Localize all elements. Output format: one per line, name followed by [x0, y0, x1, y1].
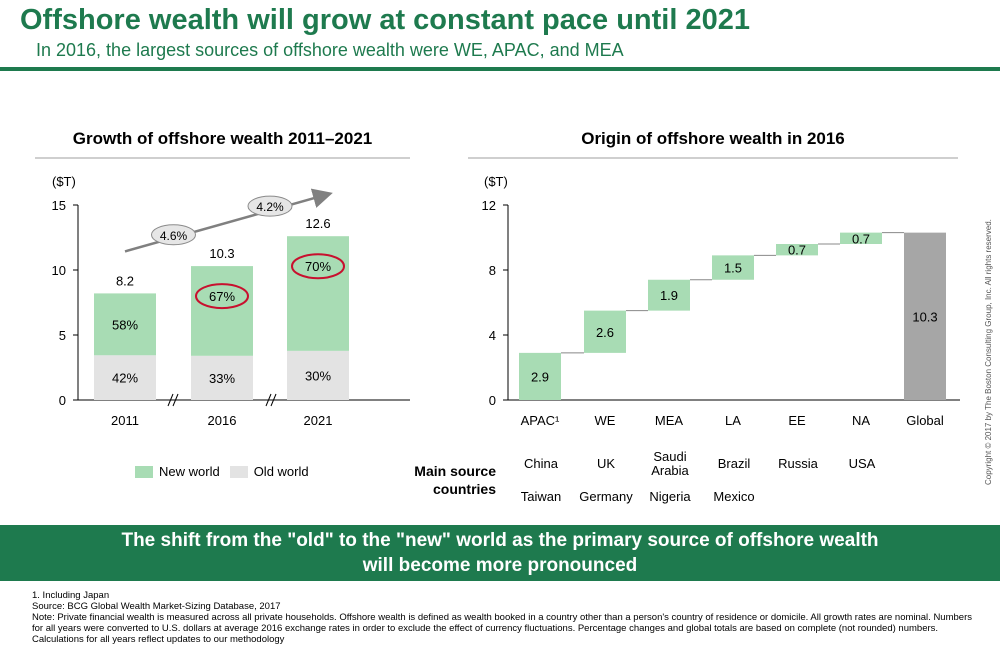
- bar-old-world: [191, 355, 253, 400]
- highlight-circle: [195, 283, 249, 310]
- source-country-nigeria: Nigeria: [649, 489, 691, 504]
- source-country-brazil: Brazil: [717, 456, 751, 471]
- axis-break-mark: [270, 393, 277, 407]
- global-total-bar: [904, 232, 946, 400]
- title-divider: [0, 67, 1000, 71]
- growth-chart: ($T) 0 5 10 15 42% 58% 8.2 2011 33% 67% 10.3 2016 30%…: [52, 174, 410, 428]
- right-y-tick-label: 4: [489, 328, 496, 343]
- region-bar: [840, 232, 882, 244]
- banner-line-1: The shift from the "old" to the "new" wo…: [121, 530, 879, 551]
- legend-label-new-world: New world: [159, 464, 220, 479]
- left-unit-label: ($T): [52, 174, 76, 189]
- left-y-tick-label: 15: [52, 198, 66, 213]
- legend-item-old-world: Old world: [229, 464, 309, 479]
- cagr-label: 4.2%: [256, 200, 284, 214]
- highlight-circle: [291, 253, 345, 280]
- bar-new-world: [94, 293, 156, 356]
- region-bar: [519, 352, 561, 400]
- old-world-share-label: 30%: [305, 368, 331, 383]
- left-chart-title: Growth of offshore wealth 2011–2021: [72, 129, 373, 148]
- new-world-swatch: [135, 465, 153, 478]
- right-y-tick-label: 12: [482, 198, 496, 213]
- region-tick-label: NA: [852, 413, 870, 428]
- bar-value-label: 0.7: [788, 243, 806, 258]
- region-bar: [712, 255, 754, 280]
- new-world-share-label: 70%: [305, 259, 331, 274]
- x-tick-label: 2016: [208, 413, 237, 428]
- bar-value-label: 10.3: [912, 309, 937, 324]
- axis-break-mark: [265, 393, 272, 407]
- banner-line-2: will become more pronounced: [362, 555, 638, 576]
- page-title: Offshore wealth will grow at constant pa…: [20, 4, 750, 36]
- left-y-tick-label: 5: [59, 328, 66, 343]
- x-tick-label: 2021: [304, 413, 333, 428]
- source-country-taiwan: Taiwan: [520, 489, 562, 504]
- page-subtitle: In 2016, the largest sources of offshore…: [36, 40, 624, 60]
- region-tick-label: LA: [725, 413, 741, 428]
- bar-value-label: 1.5: [724, 261, 742, 276]
- left-chart-title-rule: [35, 157, 410, 159]
- main-source-label: Main source countries: [392, 462, 496, 498]
- main-source-label-line1: Main source: [414, 463, 496, 479]
- right-chart-title: Origin of offshore wealth in 2016: [581, 129, 845, 148]
- source-country-uk: UK: [596, 456, 616, 471]
- main-source-label-line2: countries: [432, 481, 496, 497]
- bar-total-label: 8.2: [116, 273, 134, 288]
- bar-total-label: 12.6: [305, 216, 330, 231]
- footnote-note: Note: Private financial wealth is measur…: [32, 612, 972, 645]
- copyright-notice: Copyright © 2017 by The Boston Consultin…: [984, 219, 993, 485]
- source-country-germany: Germany: [579, 489, 633, 504]
- region-tick-label: WE: [595, 413, 616, 428]
- new-world-share-label: 67%: [209, 289, 235, 304]
- x-tick-label: 2011: [111, 413, 139, 428]
- bar-value-label: 2.9: [531, 369, 549, 384]
- cagr-bubble: [151, 224, 196, 246]
- bar-old-world: [94, 355, 156, 400]
- right-y-tick-label: 0: [489, 393, 496, 408]
- bar-new-world: [287, 236, 349, 351]
- region-tick-label: EE: [788, 413, 806, 428]
- bar-value-label: 2.6: [596, 325, 614, 340]
- source-country-saudi-arabia: Saudi Arabia: [651, 449, 689, 478]
- region-bar: [584, 310, 626, 353]
- footnote-source: Source: BCG Global Wealth Market-Sizing …: [32, 601, 281, 612]
- source-country-usa: USA: [848, 456, 876, 471]
- cagr-bubble: [247, 195, 293, 217]
- legend-label-old-world: Old world: [253, 464, 309, 479]
- right-chart-title-rule: [468, 157, 958, 159]
- right-y-tick-label: 8: [489, 263, 496, 278]
- old-world-share-label: 33%: [209, 371, 235, 386]
- right-unit-label: ($T): [484, 174, 508, 189]
- region-tick-label: APAC¹: [521, 413, 560, 428]
- left-y-tick-label: 0: [59, 393, 66, 408]
- source-country-mexico: Mexico: [713, 489, 755, 504]
- left-y-tick-label: 10: [52, 263, 66, 278]
- growth-chart-legend: New world Old world: [135, 464, 309, 479]
- cagr-label: 4.6%: [160, 229, 188, 243]
- axis-break-mark: [167, 393, 174, 407]
- old-world-share-label: 42%: [112, 371, 138, 386]
- footnotes: 1. Including Japan Source: BCG Global We…: [32, 590, 977, 645]
- bar-total-label: 10.3: [209, 246, 234, 261]
- bar-old-world: [287, 350, 349, 400]
- footnote-1: 1. Including Japan: [32, 590, 110, 601]
- region-tick-label: MEA: [655, 413, 684, 428]
- source-country-russia: Russia: [778, 456, 818, 471]
- source-country-china: China: [524, 456, 558, 471]
- old-world-swatch: [229, 465, 248, 478]
- bar-value-label: 0.7: [852, 231, 870, 246]
- bar-new-world: [191, 266, 253, 356]
- new-world-share-label: 58%: [112, 317, 138, 332]
- region-bar: [648, 279, 690, 311]
- axis-break-mark: [172, 393, 179, 407]
- conclusion-banner: The shift from the "old" to the "new" wo…: [0, 525, 1000, 581]
- legend-item-new-world: New world: [135, 464, 220, 479]
- region-bar: [776, 244, 818, 256]
- origin-chart: ($T) 0 4 8 12 2.9 APAC¹ 2.6 WE 1.9 MEA 1.5 LA 0.7 EE 0.…: [482, 174, 960, 428]
- region-tick-label: Global: [906, 413, 944, 428]
- bar-value-label: 1.9: [660, 288, 678, 303]
